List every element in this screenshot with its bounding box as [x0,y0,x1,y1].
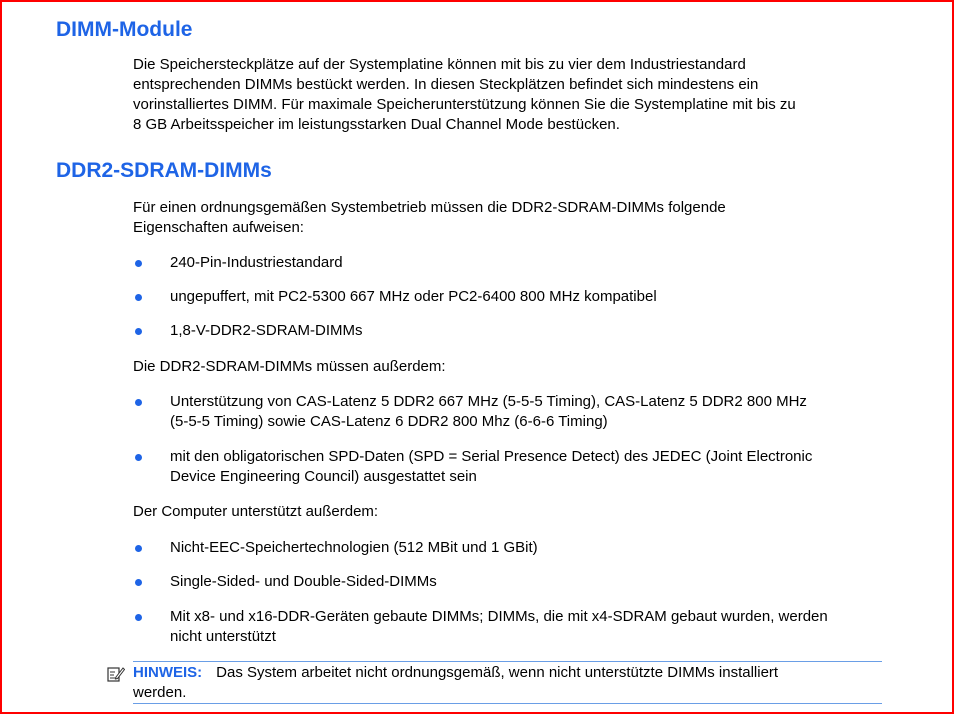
paragraph-computer-supports: Der Computer unterstützt außerdem: [133,502,378,522]
text-line: Mit x8- und x16-DDR-Geräten gebaute DIMM… [170,608,828,625]
note-box: HINWEIS: Das System arbeitet nicht ordnun… [107,661,882,704]
bullet-icon [135,545,142,552]
text-line: ungepuffert, mit PC2-5300 667 MHz oder P… [170,288,657,305]
note-pencil-icon [107,666,126,688]
bullet-icon [135,399,142,406]
paragraph-ddr2-intro: Für einen ordnungsgemäßen Systembetrieb … [133,198,726,238]
bullet-icon [135,614,142,621]
text-line: Single-Sided- und Double-Sided-DIMMs [170,573,437,590]
heading-dimm-module: DIMM-Module [56,18,193,41]
bullet-icon [135,454,142,461]
heading-ddr2: DDR2-SDRAM-DIMMs [56,159,272,182]
bullet-icon [135,260,142,267]
text-line: 240-Pin-Industriestandard [170,254,343,271]
text-line: 8 GB Arbeitsspeicher im leistungsstarken… [133,116,620,133]
text-line: Eigenschaften aufweisen: [133,219,304,236]
paragraph-ddr2-additional: Die DDR2-SDRAM-DIMMs müssen außerdem: [133,357,446,377]
text-line: vorinstalliertes DIMM. Für maximale Spei… [133,96,796,113]
note-text: Das System arbeitet nicht ordnungsgemäß,… [216,664,779,681]
bullet-icon [135,294,142,301]
text-line: Die DDR2-SDRAM-DIMMs müssen außerdem: [133,358,446,375]
text-line: Der Computer unterstützt außerdem: [133,503,379,520]
text-line: Unterstützung von CAS-Latenz 5 DDR2 667 … [170,393,807,410]
paragraph-dimm-intro: Die Speichersteckplätze auf der Systempl… [133,55,796,135]
text-line: (5-5-5 Timing) sowie CAS-Latenz 6 DDR2 8… [170,413,608,430]
note-label: HINWEIS: [133,664,203,681]
text-line: 1,8-V-DDR2-SDRAM-DIMMs [170,322,363,339]
text-line: mit den obligatorischen SPD-Daten (SPD =… [170,448,813,465]
text-line: Device Engineering Council) ausgestattet… [170,468,477,485]
bullet-icon [135,579,142,586]
text-line: nicht unterstützt [170,628,276,645]
note-text-continued: werden. [133,684,187,701]
text-line: entsprechenden DIMMs bestückt werden. In… [133,76,759,93]
text-line: Nicht-EEC-Speichertechnologien (512 MBit… [170,539,538,556]
text-line: Für einen ordnungsgemäßen Systembetrieb … [133,199,726,216]
bullet-icon [135,328,142,335]
text-line: Die Speichersteckplätze auf der Systempl… [133,56,746,73]
